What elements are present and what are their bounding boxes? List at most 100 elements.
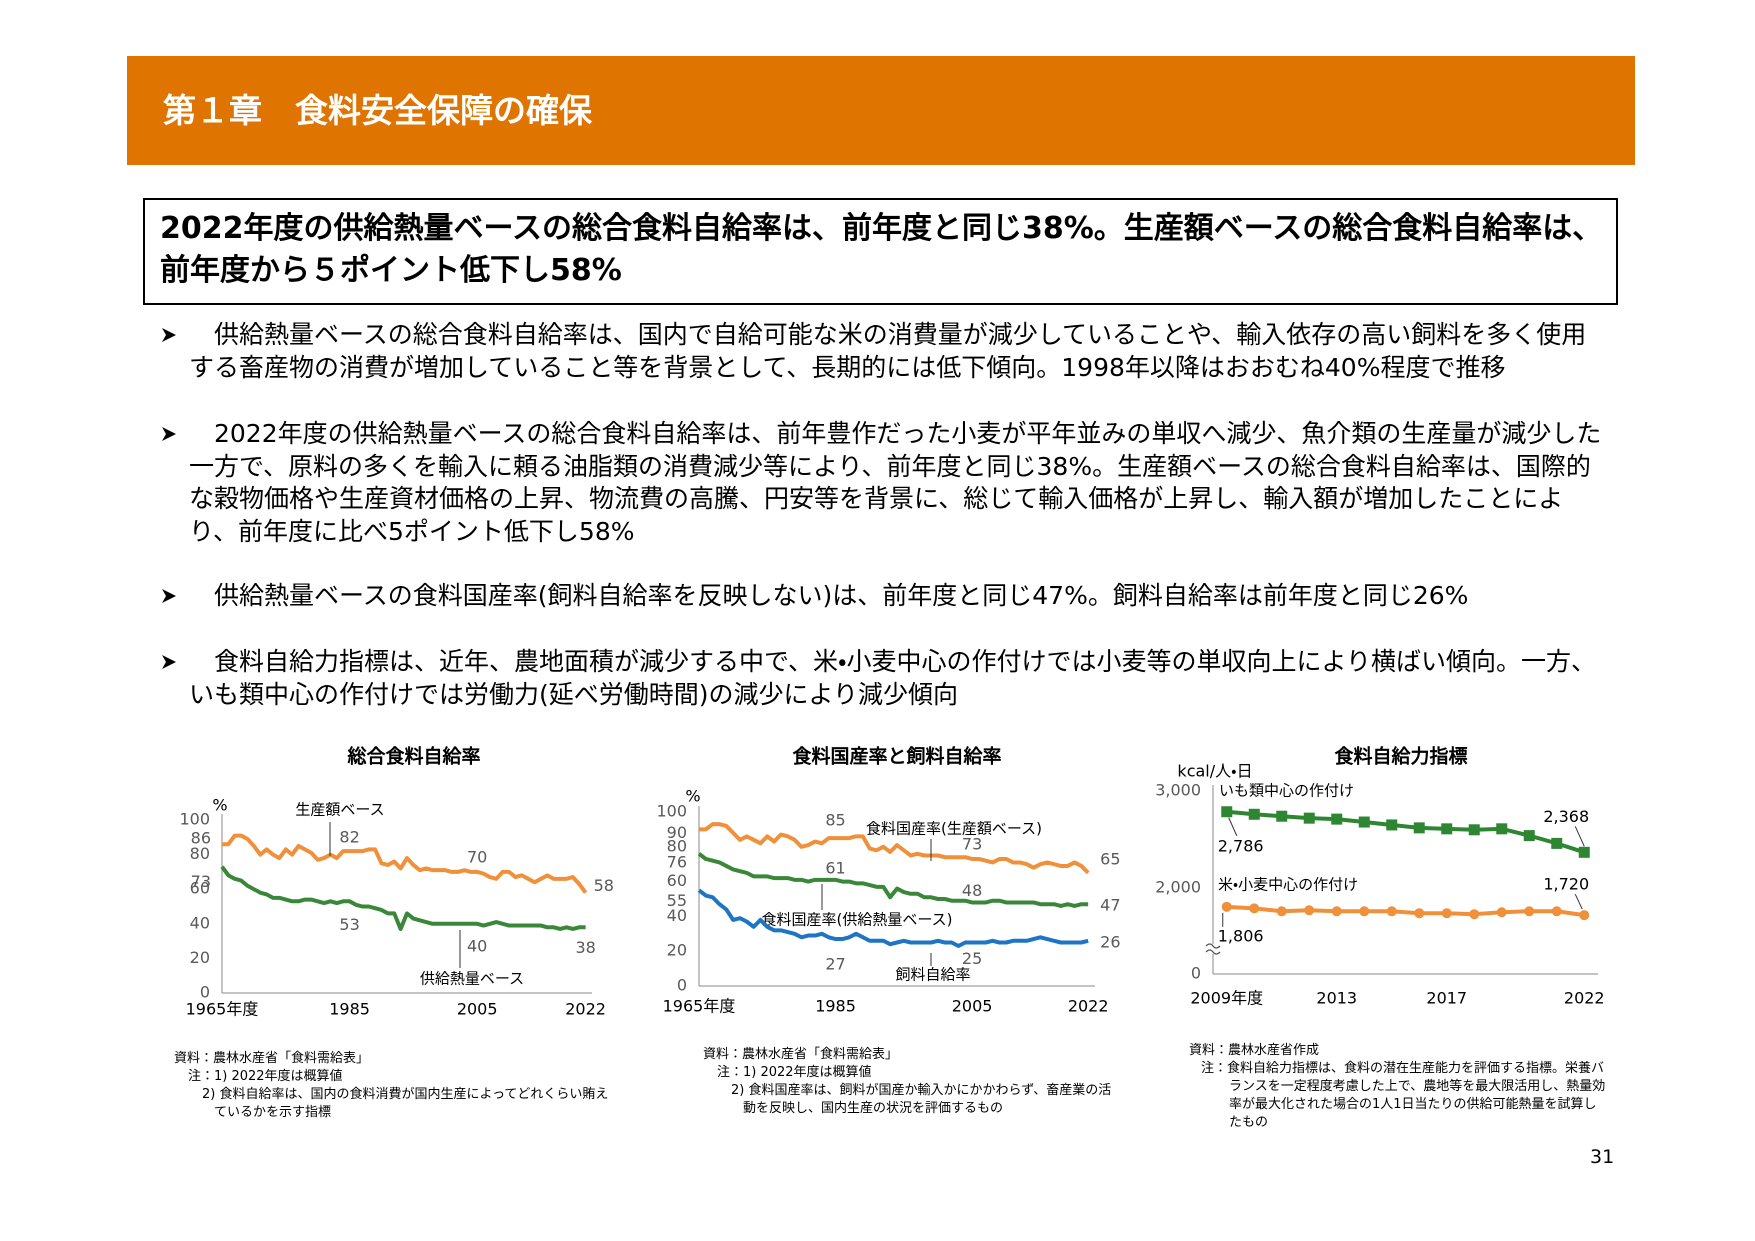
data-label: 53 bbox=[339, 915, 359, 934]
leader-line bbox=[1574, 893, 1583, 910]
data-label: 70 bbox=[467, 847, 487, 866]
chart-title: 食料国産率と飼料自給率 bbox=[792, 745, 1001, 768]
note: 注：食料自給力指標は、食料の潜在生産能力を評価する指標。栄養バランスを一定程度考… bbox=[1201, 1061, 1606, 1130]
marker bbox=[1551, 837, 1563, 849]
y-axis-unit: % bbox=[212, 796, 227, 815]
y-tick-label: 2,000 bbox=[1155, 878, 1201, 897]
data-label: 1,806 bbox=[1218, 926, 1264, 945]
marker bbox=[1331, 906, 1342, 917]
y-tick-label: 0 bbox=[200, 983, 210, 1002]
note: 2) 食料国産率は、飼料が国産か輸入かにかかわらず、畜産業の活動を反映し、国内生… bbox=[731, 1083, 1112, 1116]
marker bbox=[1386, 819, 1398, 831]
x-tick-label: 2017 bbox=[1426, 989, 1467, 1008]
data-label: 1,720 bbox=[1543, 875, 1589, 894]
headline: 2022年度の供給熱量ベースの総合食料自給率は、前年度と同じ38%。生産額ベース… bbox=[160, 211, 1603, 288]
marker bbox=[1386, 906, 1397, 917]
bullet-text: 供給熱量ベースの総合食料自給率は、国内で自給可能な米の消費量が減少していることや… bbox=[189, 320, 1587, 382]
bullet-text: 供給熱量ベースの食料国産率(飼料自給率を反映しない)は、前年度と同じ47%。飼料… bbox=[214, 581, 1469, 610]
series-line bbox=[697, 852, 1089, 908]
series-label: 食料国産率(生産額ベース) bbox=[866, 820, 1042, 838]
y-tick-label: 40 bbox=[190, 913, 210, 932]
chart-title: 食料自給力指標 bbox=[1334, 745, 1467, 768]
y-tick-label: 0 bbox=[1191, 964, 1201, 983]
data-label: 86 bbox=[191, 829, 211, 848]
page-number: 31 bbox=[1590, 1146, 1615, 1168]
data-label: 55 bbox=[667, 891, 687, 910]
x-tick-label: 2005 bbox=[952, 997, 993, 1016]
series-line bbox=[220, 865, 586, 931]
series-line bbox=[697, 888, 1089, 948]
data-label: 85 bbox=[825, 811, 845, 830]
marker bbox=[1248, 808, 1260, 820]
y-tick-label: 40 bbox=[667, 906, 687, 925]
marker bbox=[1221, 806, 1233, 818]
chart-notes: 資料：農林水産省作成 注：食料自給力指標は、食料の潜在生産能力を評価する指標。栄… bbox=[1189, 1042, 1609, 1132]
bullet-text: 食料自給力指標は、近年、農地面積が減少する中で、米・小麦中心の作付けでは小麦等の… bbox=[189, 647, 1597, 709]
data-label: 2,786 bbox=[1218, 836, 1264, 855]
chart-notes: 資料：農林水産省「食料需給表」 注：1) 2022年度は概算値 2) 食料自給率… bbox=[174, 1050, 614, 1122]
x-tick-label: 2022 bbox=[1564, 989, 1605, 1008]
marker bbox=[1304, 905, 1315, 916]
chapter-bar bbox=[127, 56, 1635, 165]
series-label: いも類中心の作付け bbox=[1219, 782, 1354, 800]
bullet-marker bbox=[162, 589, 176, 603]
data-label: 73 bbox=[191, 872, 211, 891]
x-tick-label: 1965年度 bbox=[663, 997, 736, 1016]
series-label: 生産額ベース bbox=[295, 801, 384, 819]
data-label: 76 bbox=[667, 852, 687, 871]
x-tick-label: 2022 bbox=[565, 1000, 606, 1019]
marker bbox=[1468, 824, 1480, 836]
x-tick-label: 1985 bbox=[815, 997, 856, 1016]
marker bbox=[1414, 908, 1425, 919]
note: 注：1) 2022年度は概算値 bbox=[717, 1065, 872, 1080]
y-tick-label: 100 bbox=[179, 810, 210, 829]
y-axis-unit: % bbox=[685, 787, 700, 806]
marker bbox=[1496, 907, 1507, 918]
data-label: 61 bbox=[825, 858, 845, 877]
bullet-text: 2022年度の供給熱量ベースの総合食料自給率は、前年豊作だった小麦が平年並みの単… bbox=[189, 419, 1602, 546]
data-label: 38 bbox=[575, 938, 595, 957]
marker bbox=[1249, 903, 1260, 914]
marker bbox=[1303, 812, 1315, 824]
series-label: 供給熱量ベース bbox=[420, 970, 524, 988]
bullet-marker bbox=[162, 655, 176, 669]
y-tick-label: 60 bbox=[667, 871, 687, 890]
y-tick-label: 20 bbox=[667, 941, 687, 960]
note: 注：1) 2022年度は概算値 bbox=[188, 1069, 343, 1084]
chart-notes: 資料：農林水産省「食料需給表」 注：1) 2022年度は概算値 2) 食料国産率… bbox=[703, 1046, 1113, 1118]
y-tick-label: 20 bbox=[190, 948, 210, 967]
data-label: 65 bbox=[1100, 849, 1120, 868]
marker bbox=[1496, 823, 1508, 835]
marker bbox=[1358, 816, 1370, 828]
y-axis-unit: kcal/人・日 bbox=[1177, 762, 1252, 781]
leader-line bbox=[1574, 826, 1585, 847]
y-tick-label: 100 bbox=[656, 802, 687, 821]
data-label: 40 bbox=[467, 936, 487, 955]
data-label: 2,368 bbox=[1543, 807, 1589, 826]
marker bbox=[1413, 822, 1425, 834]
marker bbox=[1276, 906, 1287, 917]
source: 資料：農林水産省「食料需給表」 bbox=[174, 1051, 370, 1066]
data-label: 58 bbox=[594, 876, 614, 895]
data-label: 90 bbox=[667, 823, 687, 842]
x-tick-label: 2013 bbox=[1316, 989, 1357, 1008]
y-tick-label: 80 bbox=[190, 844, 210, 863]
series-line bbox=[699, 822, 1090, 875]
data-label: 25 bbox=[962, 949, 982, 968]
marker bbox=[1441, 823, 1453, 835]
data-label: 47 bbox=[1100, 896, 1120, 915]
marker bbox=[1551, 906, 1562, 917]
marker bbox=[1359, 906, 1370, 917]
x-tick-label: 2009年度 bbox=[1190, 989, 1263, 1008]
chapter-title: 第１章 食料安全保障の確保 bbox=[163, 91, 592, 130]
marker bbox=[1579, 910, 1590, 921]
source: 資料：農林水産省「食料需給表」 bbox=[703, 1047, 899, 1062]
y-tick-label: 80 bbox=[667, 836, 687, 855]
marker bbox=[1469, 909, 1480, 920]
data-label: 26 bbox=[1100, 932, 1120, 951]
data-label: 27 bbox=[825, 955, 845, 974]
bullet-marker bbox=[162, 427, 176, 441]
series-label: 米・小麦中心の作付け bbox=[1218, 876, 1358, 894]
